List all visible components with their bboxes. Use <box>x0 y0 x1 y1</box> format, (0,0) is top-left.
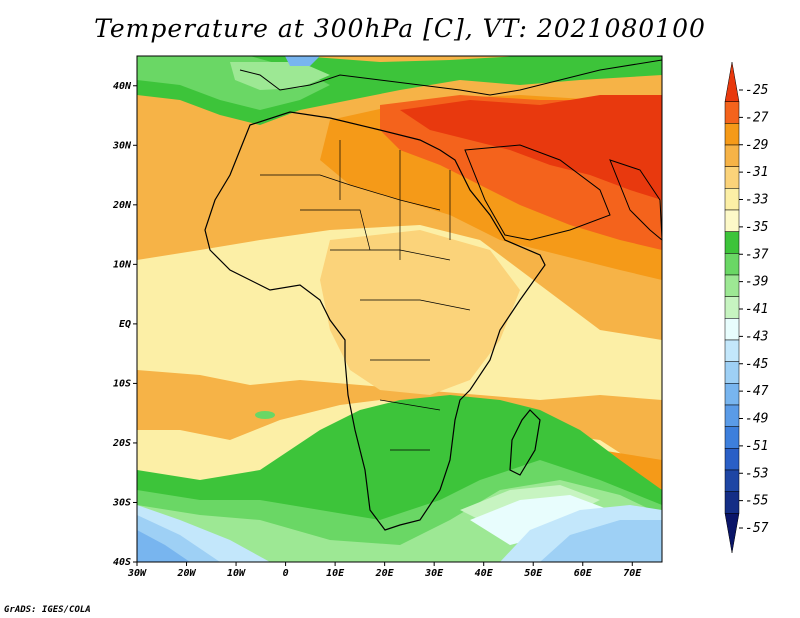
lat-tick-label: 30N <box>112 140 132 151</box>
colorbar-swatch <box>724 404 740 427</box>
colorbar-label: -41 <box>745 302 768 317</box>
map-plot-area <box>137 56 663 562</box>
colorbar-label: -37 <box>745 247 769 262</box>
colorbar-label: -25 <box>745 83 769 98</box>
lon-tick-label: 30W <box>127 568 147 579</box>
colorbar-label: -43 <box>745 329 768 344</box>
lon-tick-label: 20W <box>176 568 196 579</box>
page-title: Temperature at 300hPa [C], VT: 202108010… <box>94 14 706 43</box>
colorbar-swatch <box>724 339 740 362</box>
colorbar-label: -53 <box>745 466 768 481</box>
region-cyan-south <box>470 495 610 545</box>
colorbar-swatch <box>724 188 740 211</box>
lon-tick-label: 50E <box>524 568 543 579</box>
lon-tick-label: 60E <box>574 568 593 579</box>
colorbar-label: -57 <box>745 521 769 536</box>
colorbar-swatch <box>724 209 740 232</box>
lat-tick-label: 20N <box>112 200 132 211</box>
colorbar-swatch <box>724 491 740 514</box>
lat-tick-label: EQ <box>119 319 131 330</box>
colorbar-swatch <box>724 296 740 319</box>
colorbar-swatch <box>724 274 740 297</box>
lat-tick-label: 10S <box>113 378 131 389</box>
region-hot-middle-east <box>400 95 662 200</box>
lat-tick-label: 40S <box>113 557 131 568</box>
europe-coastline <box>239 59 663 96</box>
lat-tick-label: 10N <box>113 259 132 270</box>
colorbar-swatch <box>724 144 740 167</box>
colorbar-swatch <box>724 123 740 146</box>
lon-tick-label: 30E <box>424 568 444 579</box>
colorbar-swatch <box>724 361 740 384</box>
colorbar-swatch <box>724 231 740 254</box>
colorbar-swatch <box>724 426 740 449</box>
lon-tick-label: 40E <box>475 568 494 579</box>
longitude-ticks: 30W 20W 10W 0 10E 20E 30E 40E 50E 60E 70E <box>127 562 642 579</box>
country-borders <box>260 140 471 451</box>
colorbar-swatch <box>724 448 740 471</box>
colorbar-swatch <box>724 61 740 102</box>
colorbar-label: -55 <box>745 494 769 509</box>
credit-text: GrADS: IGES/COLA <box>4 605 91 615</box>
latitude-ticks: 40S 30S 20S 10S EQ 10N 20N 30N 40N <box>112 81 137 568</box>
colorbar-swatch <box>724 253 740 276</box>
colorbar: -25 -27 -29 -31 -33 -35 -37 -39 -41 -43 -45 -47 -49 -… <box>724 61 769 554</box>
lon-tick-label: 70E <box>623 568 642 579</box>
colorbar-swatch <box>724 383 740 406</box>
colorbar-label: -39 <box>745 275 768 290</box>
colorbar-swatch <box>724 513 740 554</box>
region-blue-north <box>285 56 320 66</box>
colorbar-swatch <box>724 469 740 492</box>
region-yellow-tropics <box>320 230 520 395</box>
colorbar-label: -35 <box>745 220 769 235</box>
region-pale-green-north <box>230 62 330 90</box>
region-green-spot <box>255 411 275 419</box>
lon-tick-label: 10W <box>227 568 246 579</box>
africa-coastline <box>204 111 546 531</box>
colorbar-label: -49 <box>745 412 768 427</box>
lat-tick-label: 40N <box>113 81 132 92</box>
lon-tick-label: 10E <box>326 568 345 579</box>
colorbar-label: -51 <box>745 439 768 454</box>
colorbar-label: -47 <box>745 384 769 399</box>
colorbar-swatch <box>724 318 740 341</box>
region-blue-southwest-3 <box>137 530 190 562</box>
colorbar-label: -29 <box>745 138 768 153</box>
lon-tick-label: 0 <box>283 568 289 579</box>
colorbar-label: -33 <box>745 193 768 208</box>
colorbar-swatch <box>724 101 740 124</box>
colorbar-label: -31 <box>745 165 768 180</box>
lat-tick-label: 30S <box>112 497 131 508</box>
colorbar-swatch <box>724 166 740 189</box>
colorbar-label: -27 <box>745 110 769 125</box>
region-blue-southeast-2 <box>540 520 662 562</box>
lat-tick-label: 20S <box>112 438 131 449</box>
colorbar-label: -45 <box>745 357 769 372</box>
arabia-coastline <box>464 144 611 241</box>
madagascar-coastline <box>509 409 541 476</box>
lon-tick-label: 20E <box>375 568 395 579</box>
map-frame <box>136 55 663 563</box>
